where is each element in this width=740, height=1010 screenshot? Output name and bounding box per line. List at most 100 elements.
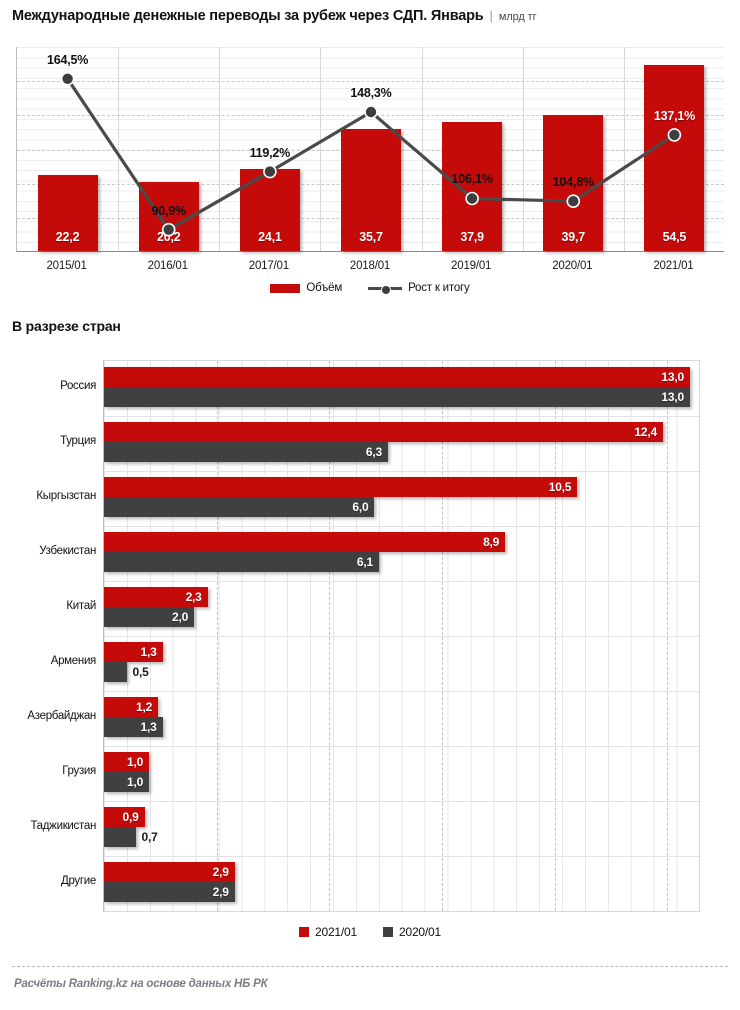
countries-row-separator <box>104 471 699 472</box>
bar-2021[interactable]: 2,9 <box>104 862 235 882</box>
legend-item-2020[interactable]: 2020/01 <box>383 925 441 939</box>
volume-bar[interactable]: 35,7 <box>340 129 401 251</box>
combo-bar-column: 22,2 <box>17 47 118 251</box>
countries-bar-row: 1,2 1,3 <box>104 691 699 746</box>
bar-2020-value-label: 2,9 <box>212 885 229 899</box>
volume-bar[interactable]: 22,2 <box>37 175 98 251</box>
red-square-swatch-icon <box>299 927 310 937</box>
countries-row-separator <box>104 856 699 857</box>
bar-2020-value-label: 6,0 <box>352 500 369 514</box>
bar-2020[interactable]: 0,7 <box>104 827 158 847</box>
countries-row-separator <box>104 416 699 417</box>
bar-2020[interactable]: 6,1 <box>104 552 379 572</box>
country-category-label: Турция <box>60 434 96 447</box>
section-title-countries: В разрезе стран <box>12 318 121 334</box>
growth-value-label: 119,2% <box>249 145 291 160</box>
bar-2021[interactable]: 8,9 <box>104 532 506 552</box>
combo-bar-column: 37,9 <box>422 47 523 251</box>
bar-2020[interactable]: 0,5 <box>104 662 149 682</box>
bar-2021[interactable]: 13,0 <box>104 367 690 387</box>
bar-2020[interactable]: 2,0 <box>104 607 195 627</box>
countries-bar-row: 1,0 1,0 <box>104 746 699 801</box>
bar-2020-value-label: 1,0 <box>126 775 144 789</box>
combo-bar-column: 35,7 <box>320 47 421 251</box>
volume-bar-value-label: 22,2 <box>55 230 80 244</box>
volume-bar-value-label: 35,7 <box>359 230 383 244</box>
combo-x-tick-label: 2018/01 <box>349 260 391 272</box>
bar-2020-value-label: 6,3 <box>365 445 382 459</box>
bar-2021-value-label: 13,0 <box>661 370 684 384</box>
bar-2021[interactable]: 1,0 <box>104 752 150 772</box>
volume-bar-value-label: 20,2 <box>156 230 181 244</box>
countries-bar-row: 12,4 6,3 <box>104 416 699 471</box>
bar-2020-value-label: 6,1 <box>356 555 373 569</box>
bar-2021[interactable]: 1,3 <box>104 642 163 662</box>
bar-2021-value-label: 0,9 <box>122 810 139 824</box>
legend-label-2021: 2021/01 <box>315 925 357 939</box>
combo-bar-column: 20,2 <box>118 47 219 251</box>
combo-bar-column: 54,5 <box>624 47 725 251</box>
bar-2020-value-label: 2,0 <box>172 610 189 624</box>
countries-bar-row: 10,5 6,0 <box>104 471 699 526</box>
countries-bar-row: 2,3 2,0 <box>104 581 699 636</box>
countries-row-separator <box>104 801 699 802</box>
volume-bar-value-label: 37,9 <box>460 230 484 244</box>
countries-row-separator <box>104 581 699 582</box>
country-category-label: Армения <box>50 654 97 667</box>
legend-label-volume: Объём <box>306 282 343 294</box>
bar-2020[interactable]: 1,3 <box>104 717 163 737</box>
countries-bar-row: 2,9 2,9 <box>104 856 699 911</box>
footer-source-note: Расчёты Ranking.kz на основе данных НБ Р… <box>14 978 268 990</box>
countries-bar-row: 0,9 0,7 <box>104 801 699 856</box>
growth-value-label: 164,5% <box>46 52 89 67</box>
countries-row-separator <box>104 746 699 747</box>
bar-2021[interactable]: 2,3 <box>104 587 208 607</box>
country-category-label: Таджикистан <box>30 819 96 832</box>
combo-x-tick-label: 2016/01 <box>147 260 188 272</box>
legend-item-growth[interactable]: Рост к итогу <box>368 282 470 295</box>
bar-2020[interactable]: 13,0 <box>104 387 690 407</box>
countries-bar-row: 8,9 6,1 <box>104 526 699 581</box>
combo-x-tick-label: 2015/01 <box>46 260 87 272</box>
growth-value-label: 137,1% <box>653 108 696 123</box>
volume-bar-value-label: 24,1 <box>258 230 282 244</box>
bar-2020[interactable]: 1,0 <box>104 772 150 792</box>
page-title: Международные денежные переводы за рубеж… <box>12 8 484 24</box>
volume-bar[interactable]: 54,5 <box>644 64 705 251</box>
countries-row-separator <box>104 691 699 692</box>
title-unit: млрд тг <box>498 11 537 23</box>
countries-legend: 2021/01 2020/01 <box>0 925 740 939</box>
red-bar-swatch-icon <box>270 283 301 293</box>
country-category-label: Узбекистан <box>39 544 96 557</box>
countries-plot-area: 13,0 13,0 12,4 6,3 10,5 6,0 8,9 6,1 2,3 2,0 1,3 0,5… <box>103 360 700 912</box>
combo-plot-area: 22,2 20,2 24,1 35,7 37,9 39,7 54,5 164,5% 90,9% 1… <box>16 47 724 252</box>
legend-item-volume[interactable]: Объём <box>270 282 342 294</box>
combo-x-tick-label: 2019/01 <box>451 260 492 272</box>
bar-2021-value-label: 12,4 <box>634 425 657 439</box>
bar-2021[interactable]: 1,2 <box>104 697 159 717</box>
country-category-label: Кыргызстан <box>36 489 96 502</box>
bar-2021-value-label: 8,9 <box>483 535 500 549</box>
bar-2021[interactable]: 10,5 <box>104 477 578 497</box>
country-category-label: Другие <box>60 874 96 887</box>
volume-bar[interactable]: 24,1 <box>239 168 300 251</box>
countries-row-separator <box>104 526 699 527</box>
bar-2020-value-label: 13,0 <box>661 390 684 404</box>
bar-2020-value-label: 1,3 <box>140 720 157 734</box>
legend-item-2021[interactable]: 2021/01 <box>299 925 357 939</box>
bar-2021[interactable]: 0,9 <box>104 807 145 827</box>
footer-divider <box>12 966 728 967</box>
bar-2020[interactable]: 2,9 <box>104 882 235 902</box>
countries-row-separator <box>104 636 699 637</box>
gray-square-swatch-icon <box>383 927 393 937</box>
bar-2020[interactable]: 6,3 <box>104 442 388 462</box>
countries-bar-row: 13,0 13,0 <box>104 361 699 416</box>
growth-value-label: 106,1% <box>451 172 493 187</box>
growth-value-label: 148,3% <box>350 85 392 100</box>
bar-2021[interactable]: 12,4 <box>104 422 663 442</box>
bar-2020-value-label: 0,7 <box>141 830 158 844</box>
bar-2020[interactable]: 6,0 <box>104 497 375 517</box>
combo-x-tick-label: 2017/01 <box>248 260 289 272</box>
country-category-label: Китай <box>66 599 96 612</box>
